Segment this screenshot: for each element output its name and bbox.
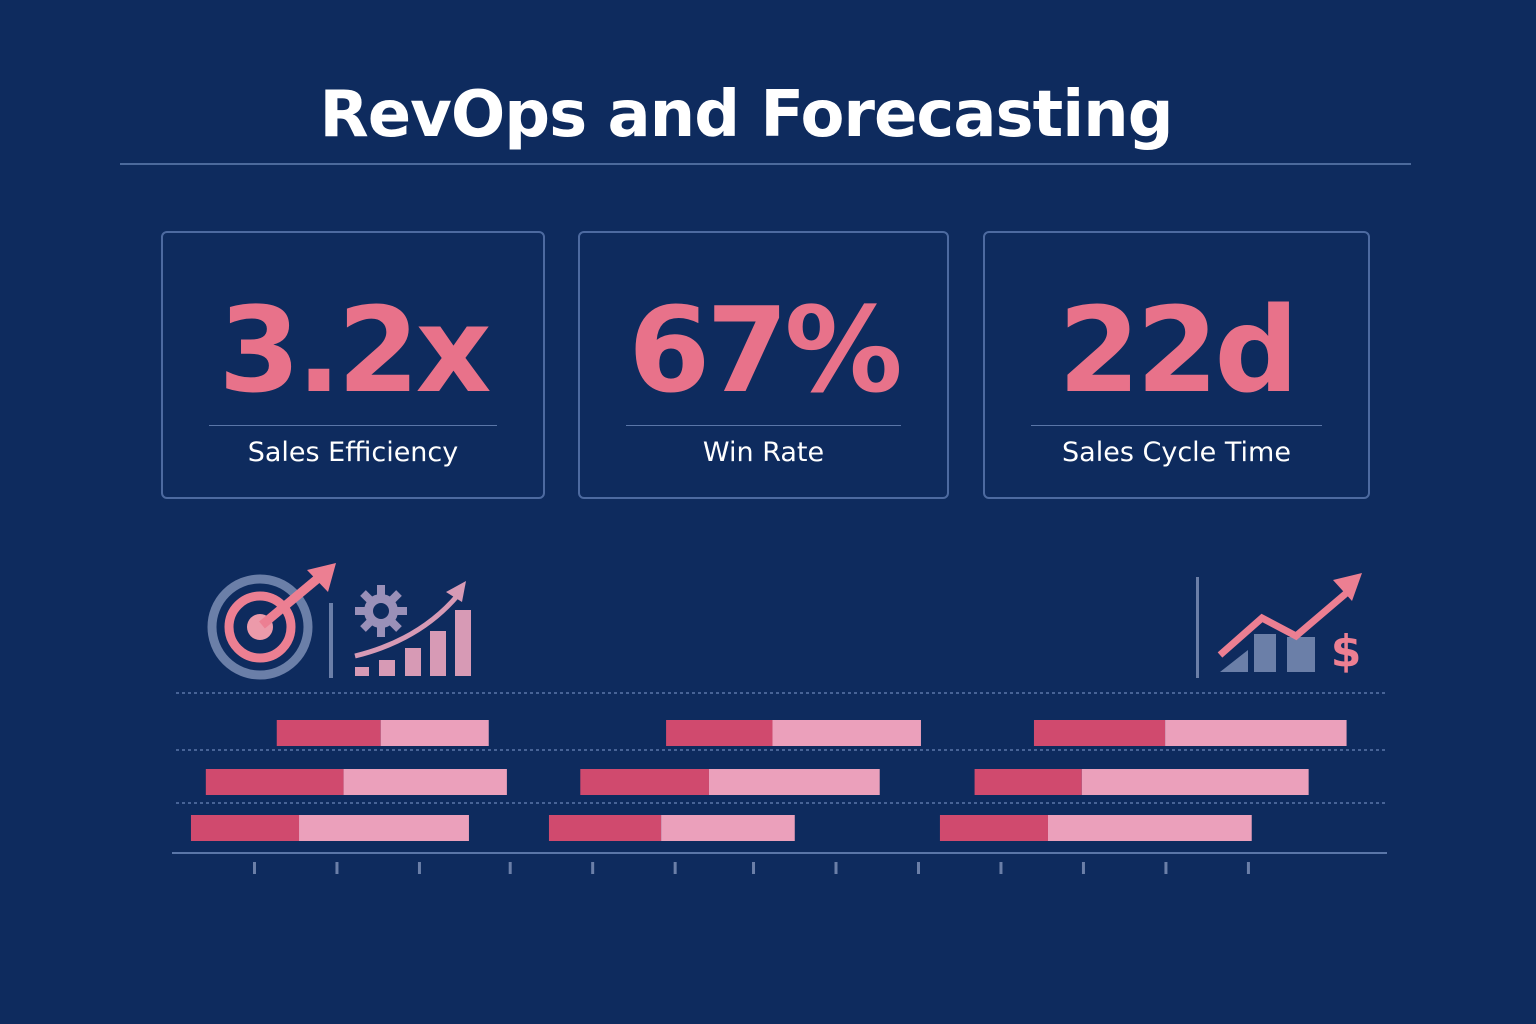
bar-segment-dark [939,815,1048,841]
icon-divider [329,603,333,678]
bar-segment-light [708,769,880,795]
bar-segment-dark [1033,720,1166,746]
kpi-value: 22d [1058,281,1299,419]
kpi-card-sales-cycle-time: 22d Sales Cycle Time [983,231,1370,499]
kpi-divider [1031,425,1322,426]
title-divider [120,163,1411,165]
kpi-value: 3.2x [218,281,491,419]
revenue-growth-dollar-icon: $ [1217,573,1362,677]
bar-segment-light [380,720,489,746]
bar-segment-light [343,769,507,795]
bar-segment-dark [190,815,300,841]
bar-segment-light [1165,720,1347,746]
kpi-card-sales-efficiency: 3.2x Sales Efficiency [161,231,545,499]
target-arrow-icon [207,563,336,680]
gear-growth-chart-icon [354,581,471,676]
svg-text:$: $ [1331,626,1362,677]
kpi-label: Sales Efficiency [247,437,459,468]
bar-segment-dark [548,815,662,841]
bar-segment-light [661,815,795,841]
kpi-divider [209,425,497,426]
kpi-value: 67% [628,281,902,419]
bar-segment-light [299,815,469,841]
kpi-label: Win Rate [702,437,825,468]
icon-divider [1196,577,1199,678]
bar-segment-dark [205,769,344,795]
bar-chart [172,692,1387,874]
bar-segment-light [1047,815,1252,841]
kpi-label: Sales Cycle Time [1062,437,1291,468]
bar-segment-light [772,720,921,746]
bar-segment-dark [580,769,709,795]
bar-segment-light [1081,769,1309,795]
kpi-card-win-rate: 67% Win Rate [578,231,949,499]
bar-segment-dark [666,720,773,746]
bar-segment-dark [974,769,1082,795]
bar-segment-dark [276,720,381,746]
page-title: RevOps and Forecasting [319,78,1173,152]
kpi-divider [626,425,901,426]
